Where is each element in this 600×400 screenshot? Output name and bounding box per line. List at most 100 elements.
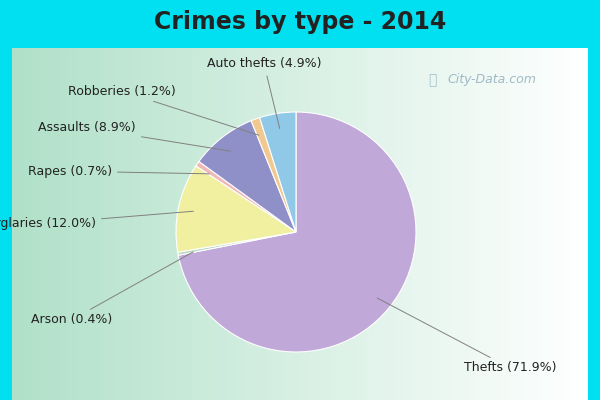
Text: Arson (0.4%): Arson (0.4%) [31, 252, 193, 326]
Bar [470, 48, 473, 400]
Bar [242, 48, 245, 400]
Bar [104, 48, 107, 400]
Bar [508, 48, 510, 400]
Bar [421, 48, 424, 400]
Bar [412, 48, 415, 400]
Bar [251, 48, 254, 400]
Bar [268, 48, 271, 400]
Bar [398, 48, 401, 400]
Bar [493, 48, 496, 400]
Bar [418, 48, 421, 400]
Bar [239, 48, 242, 400]
Bar [300, 48, 303, 400]
Bar [70, 48, 73, 400]
Bar [306, 48, 308, 400]
Text: Thefts (71.9%): Thefts (71.9%) [377, 298, 557, 374]
Bar [527, 48, 530, 400]
Bar [424, 48, 427, 400]
Bar [127, 48, 130, 400]
Bar [217, 48, 220, 400]
Bar [568, 48, 571, 400]
Bar [81, 48, 84, 400]
Bar [280, 48, 283, 400]
Bar [415, 48, 418, 400]
Text: Rapes (0.7%): Rapes (0.7%) [28, 165, 209, 178]
Bar [510, 48, 513, 400]
Bar [562, 48, 565, 400]
Bar [26, 48, 29, 400]
Bar [565, 48, 568, 400]
Bar [447, 48, 450, 400]
Bar [337, 48, 340, 400]
Bar [536, 48, 539, 400]
Bar [286, 48, 289, 400]
Bar [349, 48, 352, 400]
Bar [64, 48, 67, 400]
Bar [52, 48, 55, 400]
Bar [530, 48, 533, 400]
Bar [430, 48, 433, 400]
Bar [199, 48, 202, 400]
Bar [185, 48, 188, 400]
Bar [346, 48, 349, 400]
Bar [303, 48, 306, 400]
Bar [265, 48, 268, 400]
Bar [208, 48, 211, 400]
Bar [44, 48, 47, 400]
Bar [433, 48, 436, 400]
Bar [355, 48, 358, 400]
Bar [159, 48, 162, 400]
Bar [38, 48, 41, 400]
Bar [18, 48, 20, 400]
Bar [133, 48, 136, 400]
Bar [156, 48, 159, 400]
Bar [294, 48, 297, 400]
Bar [136, 48, 139, 400]
Text: Burglaries (12.0%): Burglaries (12.0%) [0, 211, 193, 230]
Bar [29, 48, 32, 400]
Bar [438, 48, 441, 400]
Bar [395, 48, 398, 400]
Wedge shape [251, 118, 296, 232]
Bar [409, 48, 412, 400]
Bar [329, 48, 332, 400]
Bar [444, 48, 447, 400]
Bar [556, 48, 559, 400]
Bar [90, 48, 92, 400]
Bar [121, 48, 124, 400]
Bar [450, 48, 452, 400]
Text: Assaults (8.9%): Assaults (8.9%) [38, 122, 230, 151]
Bar [452, 48, 455, 400]
Bar [193, 48, 196, 400]
Bar [548, 48, 551, 400]
Bar [326, 48, 329, 400]
Bar [23, 48, 26, 400]
Bar [361, 48, 364, 400]
Bar [577, 48, 580, 400]
Wedge shape [178, 112, 416, 352]
Bar [139, 48, 142, 400]
Bar [461, 48, 464, 400]
Bar [211, 48, 214, 400]
Bar [332, 48, 335, 400]
Bar [225, 48, 228, 400]
Bar [263, 48, 265, 400]
Bar [320, 48, 323, 400]
Bar [479, 48, 481, 400]
Bar [254, 48, 257, 400]
Bar [222, 48, 225, 400]
Wedge shape [178, 232, 296, 255]
Bar [464, 48, 467, 400]
Bar [274, 48, 277, 400]
Bar [502, 48, 505, 400]
Text: Robberies (1.2%): Robberies (1.2%) [68, 85, 259, 135]
Bar [47, 48, 49, 400]
Bar [524, 48, 527, 400]
Bar [150, 48, 153, 400]
Bar [542, 48, 545, 400]
Bar [343, 48, 346, 400]
Bar [311, 48, 314, 400]
Bar [173, 48, 176, 400]
Text: City-Data.com: City-Data.com [448, 74, 536, 86]
Bar [271, 48, 274, 400]
